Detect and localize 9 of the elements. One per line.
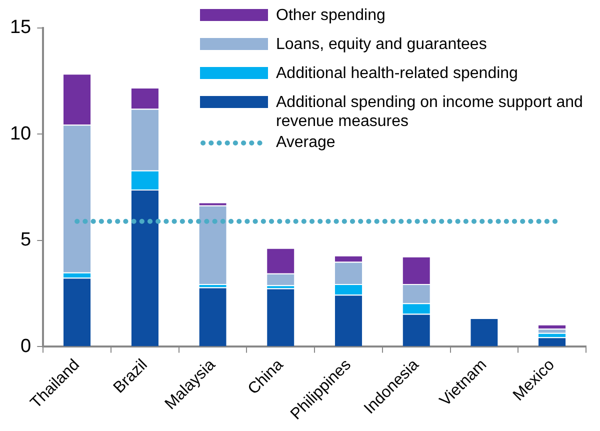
legend-label: Other spending	[276, 6, 386, 25]
legend-label: Additional health-related spending	[276, 64, 518, 83]
y-tick-label: 10	[10, 123, 32, 144]
legend-label: Loans, equity and guarantees	[276, 35, 487, 54]
y-tick-label: 0	[20, 336, 32, 357]
legend-label: Average	[276, 133, 336, 152]
y-tick-label: 15	[10, 17, 32, 38]
legend-label: Additional spending on income support and revenue measures	[276, 93, 584, 131]
y-tick-label: 5	[20, 230, 32, 251]
